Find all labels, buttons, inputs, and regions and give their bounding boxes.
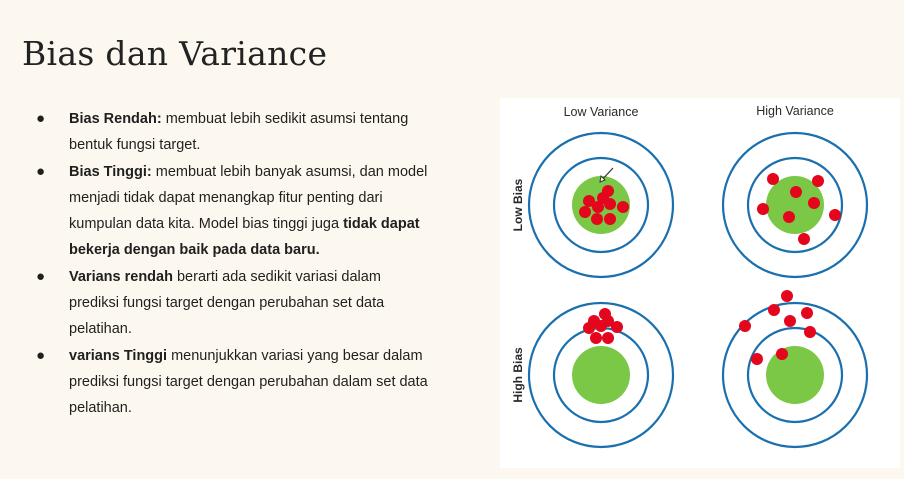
hit-point	[604, 213, 616, 225]
hit-point	[579, 206, 591, 218]
hit-point	[591, 213, 603, 225]
hit-point	[804, 326, 816, 338]
bullet-list: ● Bias Rendah: membuat lebih sedikit asu…	[36, 106, 431, 422]
bullet-bold: Varians rendah	[69, 268, 173, 285]
bullet-dot-icon: ●	[36, 267, 46, 285]
hit-point	[592, 201, 604, 213]
hit-point	[829, 209, 841, 221]
hit-point	[739, 320, 751, 332]
bullet-bold: Bias Rendah:	[69, 111, 162, 127]
bullet-bold: Bias Tinggi:	[69, 163, 152, 180]
hit-point	[784, 315, 796, 327]
hit-point	[776, 348, 788, 360]
bullet-text: membuat lebih sedikit asumsi tentang ben…	[69, 111, 409, 154]
bullseye	[766, 346, 824, 404]
hit-point	[790, 186, 802, 198]
outer-ring	[721, 131, 869, 279]
hit-point	[617, 201, 629, 213]
row-label-low-bias: Low Bias	[511, 178, 525, 231]
outer-ring	[721, 301, 869, 449]
bullet-item: ● Varians rendah berarti ada sedikit var…	[36, 264, 431, 343]
bullet-dot-icon: ●	[36, 110, 46, 127]
outer-ring	[527, 131, 675, 279]
hit-point	[798, 233, 810, 245]
hit-point	[767, 173, 779, 185]
bullet-text: membuat lebih banyak asumsi, dan model m…	[69, 163, 428, 233]
bias-variance-diagram: Low Variance High Variance Low Bias High…	[500, 98, 900, 468]
hit-point	[604, 198, 616, 210]
bullet-item: ● Bias Rendah: membuat lebih sedikit asu…	[36, 106, 431, 159]
hit-point	[611, 321, 623, 333]
hit-point	[757, 203, 769, 215]
bullet-text: menunjukkan variasi yang besar dalam pre…	[69, 347, 428, 417]
inner-ring	[746, 156, 844, 254]
hit-point	[602, 332, 614, 344]
bullet-text: berarti ada sedikit variasi dalam predik…	[69, 268, 385, 338]
target-low-bias-low-variance	[527, 131, 675, 279]
bullet-item: ● varians Tinggi menunjukkan variasi yan…	[36, 343, 431, 422]
bullet-bold-emphasis: tidak dapat bekerja dengan baik pada dat…	[69, 216, 420, 259]
bullet-dot-icon: ●	[36, 162, 46, 180]
hit-point	[595, 320, 607, 332]
diagram-background	[500, 98, 900, 468]
hit-point	[768, 304, 780, 316]
target-high-bias-high-variance	[721, 290, 869, 449]
bullseye	[766, 176, 824, 234]
hit-point	[583, 195, 595, 207]
bullet-dot-icon: ●	[36, 346, 46, 364]
slide-title: Bias dan Variance	[22, 34, 328, 73]
bullet-bold: varians Tinggi	[69, 347, 168, 364]
cursor-arrow-icon	[599, 167, 614, 183]
target-low-bias-high-variance	[721, 131, 869, 279]
hit-point	[801, 307, 813, 319]
outer-ring	[527, 301, 675, 449]
bullseye	[572, 346, 630, 404]
target-high-bias-low-variance	[527, 301, 675, 449]
hit-point	[808, 197, 820, 209]
hit-point	[590, 332, 602, 344]
hit-point	[783, 211, 795, 223]
hit-point	[583, 322, 595, 334]
row-label-high-bias: High Bias	[511, 347, 525, 403]
hit-point	[751, 353, 763, 365]
hit-point	[812, 175, 824, 187]
inner-ring	[552, 156, 650, 254]
bullet-item: ● Bias Tinggi: membuat lebih banyak asum…	[36, 159, 431, 264]
inner-ring	[746, 326, 844, 424]
hit-point	[781, 290, 793, 302]
column-label-low-variance: Low Variance	[564, 105, 639, 119]
column-label-high-variance: High Variance	[756, 104, 834, 118]
